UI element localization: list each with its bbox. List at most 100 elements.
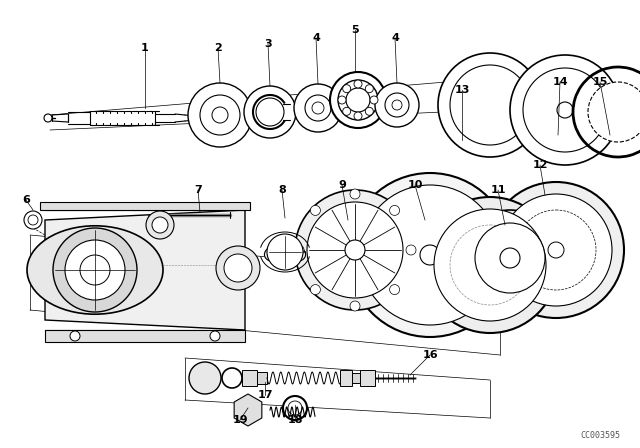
Circle shape: [222, 368, 242, 388]
Circle shape: [294, 84, 342, 132]
Circle shape: [256, 98, 284, 126]
Circle shape: [210, 331, 220, 341]
Circle shape: [146, 211, 174, 239]
Circle shape: [312, 102, 324, 114]
Circle shape: [548, 242, 564, 258]
Bar: [242, 370, 257, 386]
Circle shape: [28, 215, 38, 225]
Text: 5: 5: [351, 25, 359, 35]
Circle shape: [188, 83, 252, 147]
Circle shape: [488, 182, 624, 318]
Circle shape: [310, 284, 321, 295]
Circle shape: [365, 108, 373, 115]
Circle shape: [350, 301, 360, 311]
Circle shape: [267, 234, 303, 270]
Text: 10: 10: [407, 180, 422, 190]
Circle shape: [385, 93, 409, 117]
Circle shape: [338, 96, 346, 104]
Circle shape: [500, 248, 520, 268]
Text: 1: 1: [141, 43, 149, 53]
Circle shape: [420, 245, 440, 265]
Circle shape: [375, 83, 419, 127]
Circle shape: [216, 246, 260, 290]
Circle shape: [434, 209, 546, 321]
Circle shape: [438, 53, 542, 157]
Circle shape: [212, 107, 228, 123]
Bar: [340, 370, 352, 386]
Circle shape: [360, 185, 500, 325]
Bar: [352, 373, 360, 383]
Circle shape: [365, 85, 373, 93]
Circle shape: [307, 202, 403, 298]
Text: 4: 4: [391, 33, 399, 43]
Circle shape: [70, 331, 80, 341]
Text: 19: 19: [232, 415, 248, 425]
Polygon shape: [45, 210, 245, 330]
Circle shape: [475, 223, 545, 293]
Circle shape: [345, 240, 365, 260]
Text: 13: 13: [454, 85, 470, 95]
Circle shape: [310, 205, 321, 215]
Text: 16: 16: [422, 350, 438, 360]
Circle shape: [354, 112, 362, 120]
Text: 17: 17: [257, 390, 273, 400]
Text: 8: 8: [278, 185, 286, 195]
Circle shape: [392, 100, 402, 110]
Circle shape: [305, 95, 331, 121]
Text: 2: 2: [214, 43, 222, 53]
Circle shape: [346, 88, 370, 112]
Circle shape: [422, 197, 558, 333]
Circle shape: [338, 80, 378, 120]
Text: 4: 4: [312, 33, 320, 43]
Polygon shape: [264, 241, 305, 262]
Circle shape: [80, 255, 110, 285]
Circle shape: [152, 217, 168, 233]
Text: 15: 15: [592, 77, 608, 87]
Text: CC003595: CC003595: [580, 431, 620, 440]
Circle shape: [288, 401, 302, 415]
Circle shape: [342, 108, 351, 115]
Text: 14: 14: [552, 77, 568, 87]
Circle shape: [450, 65, 530, 145]
Circle shape: [588, 82, 640, 142]
Circle shape: [370, 96, 378, 104]
Circle shape: [65, 240, 125, 300]
Circle shape: [53, 228, 137, 312]
Circle shape: [283, 396, 307, 420]
Circle shape: [24, 211, 42, 229]
Circle shape: [557, 102, 573, 118]
Bar: [40, 202, 250, 210]
Text: 18: 18: [287, 415, 303, 425]
Circle shape: [523, 68, 607, 152]
Bar: [360, 370, 375, 386]
Circle shape: [462, 210, 558, 306]
Circle shape: [200, 95, 240, 135]
Circle shape: [354, 80, 362, 88]
Circle shape: [330, 72, 386, 128]
Circle shape: [244, 86, 296, 138]
Text: 9: 9: [338, 180, 346, 190]
Circle shape: [44, 114, 52, 122]
Text: 6: 6: [22, 195, 30, 205]
Circle shape: [500, 194, 612, 306]
Circle shape: [390, 205, 399, 215]
Circle shape: [295, 190, 415, 310]
Circle shape: [390, 284, 399, 295]
Text: 12: 12: [532, 160, 548, 170]
Circle shape: [224, 254, 252, 282]
Text: 3: 3: [264, 39, 272, 49]
Circle shape: [406, 245, 416, 255]
Text: 7: 7: [194, 185, 202, 195]
Circle shape: [342, 85, 351, 93]
Ellipse shape: [27, 226, 163, 314]
Circle shape: [189, 362, 221, 394]
Polygon shape: [234, 394, 262, 426]
Bar: [45, 330, 245, 342]
Circle shape: [294, 245, 304, 255]
Text: 11: 11: [490, 185, 506, 195]
Bar: [257, 372, 267, 384]
Circle shape: [348, 173, 512, 337]
Circle shape: [510, 55, 620, 165]
Circle shape: [482, 257, 498, 273]
Circle shape: [350, 189, 360, 199]
